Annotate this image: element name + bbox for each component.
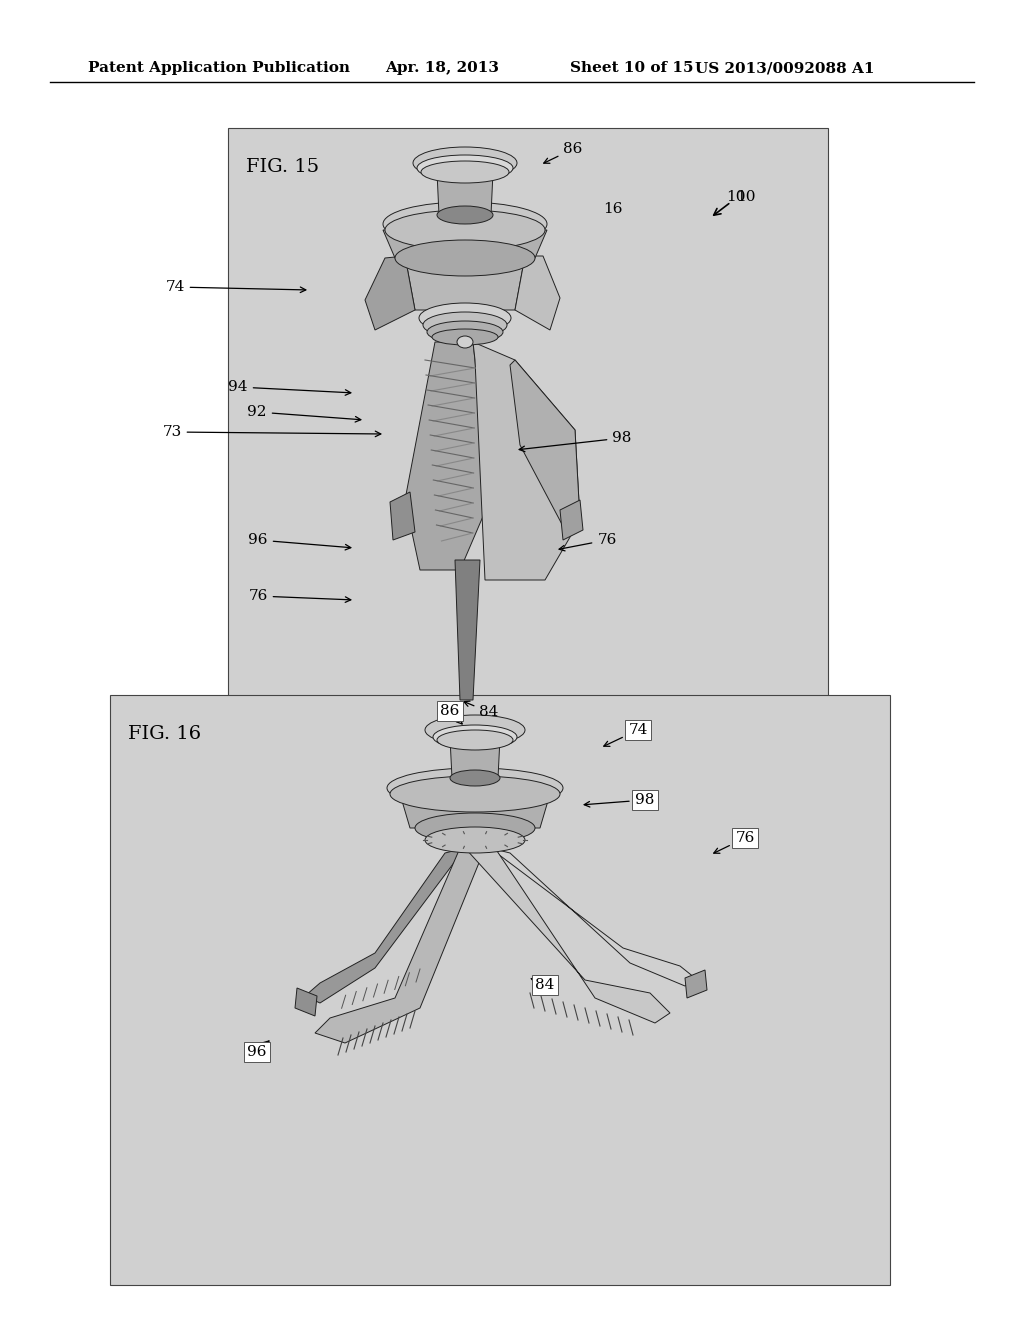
Ellipse shape — [437, 206, 493, 224]
Text: 86: 86 — [544, 143, 583, 164]
Text: Patent Application Publication: Patent Application Publication — [88, 61, 350, 75]
Ellipse shape — [387, 768, 563, 808]
Polygon shape — [390, 492, 415, 540]
Ellipse shape — [413, 147, 517, 180]
Text: 73: 73 — [163, 425, 381, 440]
Polygon shape — [305, 847, 465, 1003]
Text: 98: 98 — [584, 793, 654, 807]
Text: Apr. 18, 2013: Apr. 18, 2013 — [385, 61, 499, 75]
Text: 16: 16 — [603, 202, 623, 216]
Ellipse shape — [385, 210, 545, 249]
Text: Sheet 10 of 15: Sheet 10 of 15 — [570, 61, 693, 75]
Polygon shape — [437, 172, 493, 215]
Polygon shape — [406, 342, 490, 570]
Polygon shape — [510, 360, 580, 531]
Text: 10: 10 — [726, 190, 745, 205]
Polygon shape — [685, 970, 707, 998]
Text: 84: 84 — [464, 701, 499, 719]
Text: 76: 76 — [714, 832, 755, 853]
Ellipse shape — [437, 730, 513, 750]
Ellipse shape — [450, 770, 500, 785]
Ellipse shape — [457, 337, 473, 348]
Text: FIG. 15: FIG. 15 — [246, 158, 319, 176]
Ellipse shape — [390, 776, 560, 812]
Ellipse shape — [417, 154, 513, 181]
Polygon shape — [400, 795, 550, 828]
Polygon shape — [406, 256, 525, 310]
Bar — [110, 696, 890, 1284]
Ellipse shape — [425, 715, 525, 744]
Polygon shape — [515, 256, 560, 330]
Text: 74: 74 — [165, 280, 306, 294]
Polygon shape — [450, 738, 500, 777]
Text: 92: 92 — [247, 405, 360, 422]
Text: 86: 86 — [440, 704, 462, 723]
Polygon shape — [315, 847, 485, 1043]
Ellipse shape — [432, 329, 498, 345]
Ellipse shape — [415, 813, 535, 843]
Text: 96: 96 — [247, 1041, 269, 1059]
Text: FIG. 16: FIG. 16 — [128, 725, 201, 743]
Text: 94: 94 — [228, 380, 351, 395]
Ellipse shape — [425, 828, 525, 853]
Bar — [228, 128, 828, 738]
Text: 84: 84 — [531, 978, 555, 993]
Text: 76: 76 — [248, 589, 351, 603]
Polygon shape — [295, 987, 317, 1016]
Text: 10: 10 — [736, 190, 756, 205]
Ellipse shape — [421, 161, 509, 183]
Ellipse shape — [433, 725, 517, 748]
Ellipse shape — [423, 312, 507, 338]
Text: 74: 74 — [604, 723, 648, 746]
Ellipse shape — [427, 321, 503, 343]
Text: 96: 96 — [248, 533, 351, 550]
Polygon shape — [490, 847, 695, 986]
Ellipse shape — [383, 202, 547, 246]
Polygon shape — [383, 230, 547, 257]
Text: US 2013/0092088 A1: US 2013/0092088 A1 — [695, 61, 874, 75]
Polygon shape — [473, 342, 580, 579]
Polygon shape — [465, 847, 670, 1023]
Polygon shape — [560, 500, 583, 540]
Ellipse shape — [419, 304, 511, 333]
Text: 76: 76 — [559, 533, 616, 550]
Text: 98: 98 — [519, 432, 632, 451]
Polygon shape — [455, 560, 480, 700]
Polygon shape — [365, 256, 415, 330]
Ellipse shape — [395, 240, 535, 276]
